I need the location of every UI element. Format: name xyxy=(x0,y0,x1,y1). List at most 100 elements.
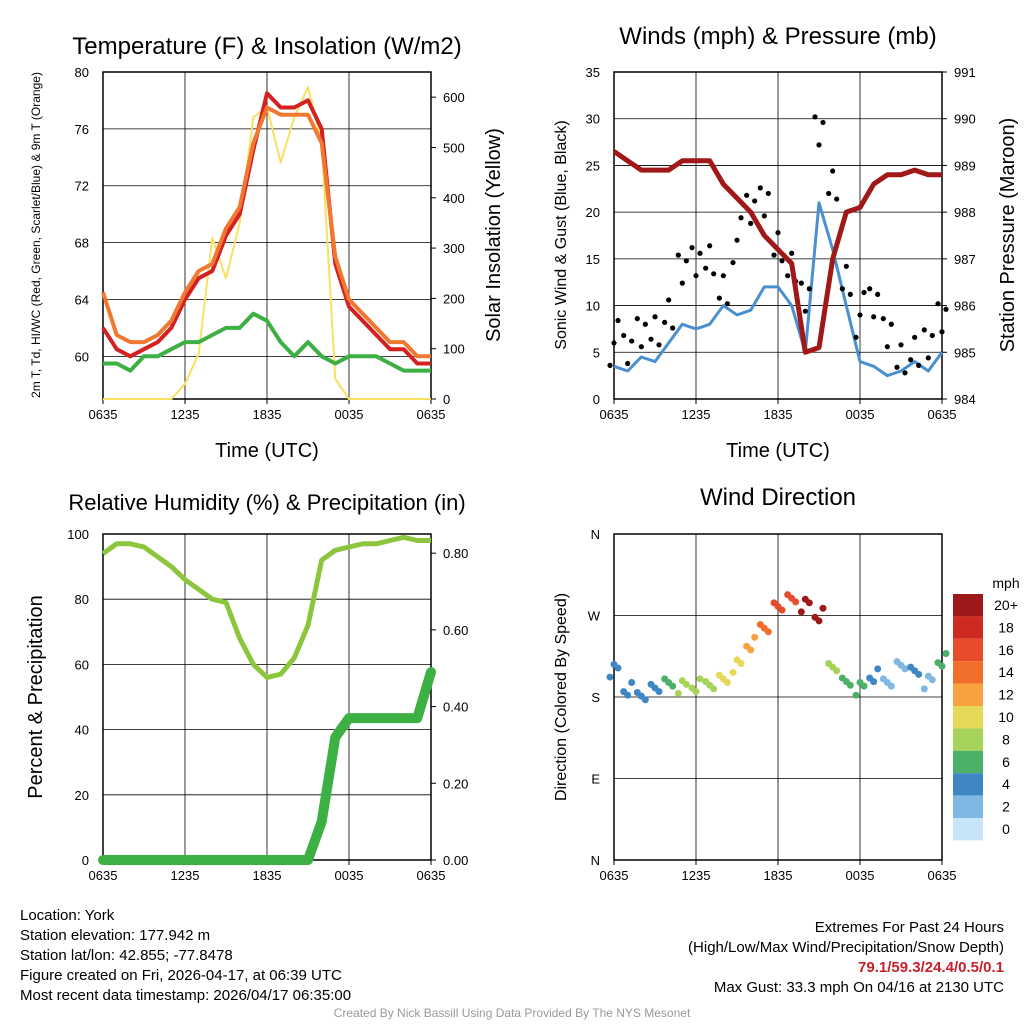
wind-ylabel: Sonic Wind & Gust (Blue, Black) xyxy=(553,120,570,349)
extremes-legend: (High/Low/Max Wind/Precipitation/Snow De… xyxy=(688,939,1004,956)
wind-gust-point xyxy=(730,259,736,266)
wind-gust-point xyxy=(642,321,648,327)
wind-gust-point xyxy=(748,220,754,226)
wind-gust-point xyxy=(724,301,730,307)
elevation-text: Station elevation: 177.942 m xyxy=(20,927,211,944)
wind-ytick-label: 20 xyxy=(586,205,600,220)
legend-label: 18 xyxy=(998,619,1014,635)
wind-gust-point xyxy=(880,316,886,322)
wind-gust-point xyxy=(621,332,627,339)
dir-xtick-label: 0635 xyxy=(600,868,629,883)
temp-frame xyxy=(102,71,432,400)
wind-gust-point xyxy=(898,342,904,348)
dir-point xyxy=(778,606,786,614)
wind-gust-point xyxy=(935,301,941,307)
dir-point xyxy=(669,682,677,690)
dir-point xyxy=(915,670,923,678)
temp-xtick-label: 0635 xyxy=(417,407,446,422)
dir-xtick-label: 0035 xyxy=(846,868,875,883)
created-text: Figure created on Fri, 2026-04-17, at 06… xyxy=(20,967,342,984)
dir-panel xyxy=(613,533,943,865)
dir-ytick-label: W xyxy=(588,609,601,624)
dir-point xyxy=(692,688,700,696)
wind-ytick-label: 25 xyxy=(586,158,600,173)
dir-point xyxy=(655,688,663,696)
dir-point xyxy=(641,696,649,704)
dir-point xyxy=(710,685,718,693)
wind-gust-point xyxy=(888,321,894,327)
wind-y2tick-label: 985 xyxy=(954,345,976,360)
rh-y2tick-label: 0.60 xyxy=(443,623,468,638)
dir-point xyxy=(628,679,636,687)
wind-gust-point xyxy=(894,364,900,370)
wind-gust-point xyxy=(648,336,654,342)
wind-xlabel: Time (UTC) xyxy=(726,440,830,462)
rh-ylabel: Percent & Precipitation xyxy=(25,595,47,798)
max-gust-text: Max Gust: 33.3 mph On 04/16 at 2130 UTC xyxy=(713,979,1004,996)
dir-ytick-label: E xyxy=(591,772,600,787)
wind-series-sonic-wind xyxy=(613,201,944,378)
wind-y2tick-label: 984 xyxy=(954,392,976,407)
rh-title: Relative Humidity (%) & Precipitation (i… xyxy=(68,490,465,515)
dir-xtick-label: 1835 xyxy=(764,868,793,883)
wind-gust-point xyxy=(912,334,918,340)
legend-label: 2 xyxy=(1002,799,1010,815)
wind-xtick-label: 1235 xyxy=(682,407,711,422)
temp-y2tick-label: 100 xyxy=(443,342,465,357)
dir-point xyxy=(614,664,622,672)
wind-gust-point xyxy=(939,329,945,335)
dir-point xyxy=(815,617,823,625)
wind-frame xyxy=(613,71,943,400)
wind-gust-point xyxy=(806,286,812,292)
wind-gust-point xyxy=(857,312,863,318)
dir-point xyxy=(805,599,813,607)
wind-gust-point xyxy=(720,273,726,279)
wind-gust-point xyxy=(670,325,676,331)
dir-point xyxy=(901,665,909,673)
dir-point xyxy=(852,691,860,699)
wind-ytick-label: 0 xyxy=(593,392,600,407)
temp-series-2m-td xyxy=(103,311,431,373)
wind-gust-point xyxy=(656,342,662,348)
temp-ytick-label: 72 xyxy=(75,179,89,194)
dir-point xyxy=(874,665,882,673)
wind-gust-point xyxy=(843,263,849,269)
legend-swatch xyxy=(953,750,983,774)
wind-gust-point xyxy=(812,114,818,120)
dir-point xyxy=(887,682,895,690)
wind-gust-point xyxy=(875,291,881,297)
wind-ytick-label: 5 xyxy=(593,345,600,360)
rh-panel xyxy=(102,533,436,865)
recent-text: Most recent data timestamp: 2026/04/17 0… xyxy=(20,987,352,1004)
wind-gust-point xyxy=(902,370,908,376)
rh-xtick-label: 0635 xyxy=(417,868,446,883)
station-info: Location: York Station elevation: 177.94… xyxy=(20,906,351,1006)
dir-point xyxy=(833,667,841,675)
wind-gust-point xyxy=(761,213,767,219)
wind-gust-point xyxy=(785,273,791,279)
wind-gust-point xyxy=(734,237,740,243)
wind-title: Winds (mph) & Pressure (mb) xyxy=(619,23,936,50)
rh-y2tick-label: 0.00 xyxy=(443,853,468,868)
wind-gust-point xyxy=(738,215,744,221)
legend-swatch xyxy=(953,616,983,639)
wind-gust-point xyxy=(921,327,927,333)
legend-swatch xyxy=(953,773,983,796)
wind-gust-point xyxy=(853,334,859,340)
wind-gust-point xyxy=(652,314,658,320)
dir-ytick-label: S xyxy=(591,690,600,705)
temp-y2tick-label: 400 xyxy=(443,191,465,206)
wind-gust-point xyxy=(611,340,617,346)
wind-gust-point xyxy=(929,332,935,339)
wind-gust-point xyxy=(666,297,672,303)
wind-y2tick-label: 990 xyxy=(954,112,976,127)
wind-gust-point xyxy=(925,355,931,361)
wind-y2tick-label: 987 xyxy=(954,252,976,267)
legend-label: 14 xyxy=(998,664,1014,680)
dir-ytick-label: N xyxy=(591,853,600,868)
wind-xtick-label: 0635 xyxy=(928,407,957,422)
legend-swatch xyxy=(953,706,983,729)
rh-y2tick-label: 0.20 xyxy=(443,776,468,791)
wind-gust-point xyxy=(744,192,750,198)
legend-label: 20+ xyxy=(994,597,1018,613)
